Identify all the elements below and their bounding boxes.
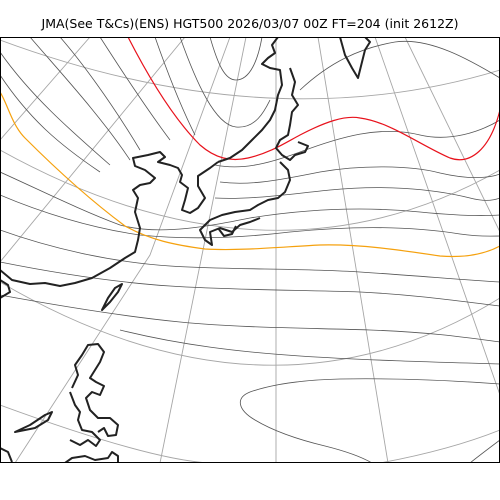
contour-line [0,294,500,343]
contour-line [214,119,500,168]
contour-line [0,229,500,283]
coastline-korea [0,279,11,299]
parallel-line [0,39,500,100]
graticule-meridians [0,37,500,463]
contour-line [0,74,101,173]
contour-line [59,37,141,151]
height-contours [0,37,500,463]
meridian-line [14,37,231,463]
contour-line [119,329,500,365]
map-panel [0,37,500,463]
coastline-taiwan-island [101,283,123,311]
coastline-sakhalin [275,67,309,161]
highlight-contour-red [127,37,500,161]
highlight-contour-orange [0,91,500,258]
contour-line [0,51,111,166]
contour-line [0,194,500,239]
contour-line [99,37,171,141]
contour-line [179,37,500,128]
meridian-line [0,37,91,141]
coastline-philippines [69,391,101,447]
coastline-russian-coast [217,37,283,163]
meridian-line [159,37,247,463]
parallel-line [0,404,211,463]
contour-line [154,37,196,136]
contour-line [0,171,500,231]
contour-line [469,439,500,463]
coastlines [0,37,371,463]
map-title: JMA(See T&Cs)(ENS) HGT500 2026/03/07 00Z… [41,16,459,31]
coastline-indonesia [0,447,119,463]
contour-line [209,37,263,81]
graticule-parallels [0,39,500,463]
contour-line [219,166,500,184]
contour-line [29,37,131,161]
contour-line [0,261,500,307]
parallel-line [379,429,500,463]
coastline-hokkaido-honshu [199,161,291,246]
coastline-borneo [14,411,53,433]
meridian-line [374,37,500,396]
coastline-asia-mainland [0,151,219,287]
contour-line [214,187,500,201]
meridian-line [404,37,500,233]
coastline-southeast-asia [71,343,119,437]
meridian-line [317,37,389,463]
contour-line [240,378,500,463]
parallel-line [0,149,500,231]
coastline-kamchatka [339,37,371,79]
coastline-kyushu [217,225,237,237]
parallel-line [0,281,500,366]
map-border [0,37,500,463]
